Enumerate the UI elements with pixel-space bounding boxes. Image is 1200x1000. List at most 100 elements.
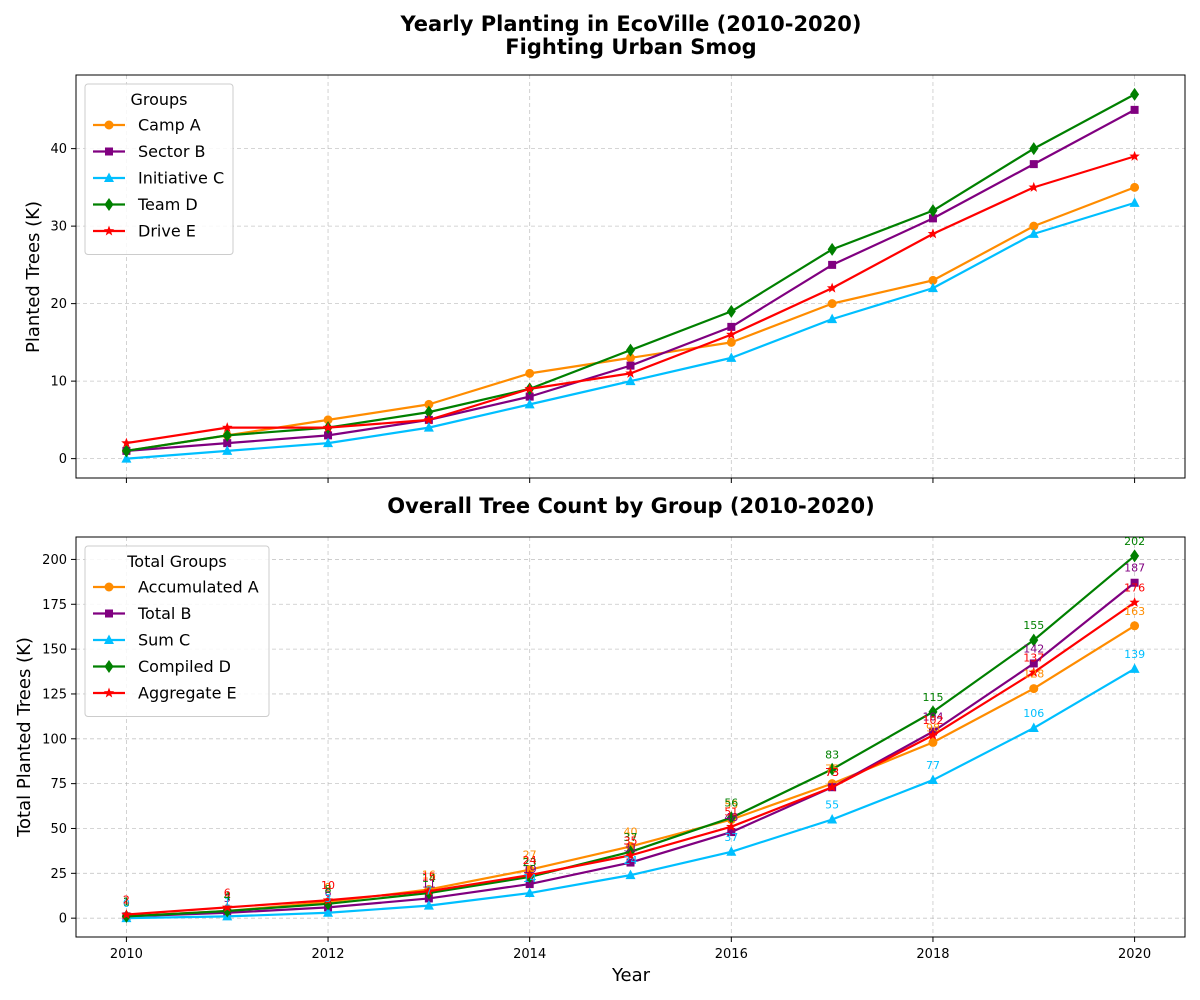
data-point	[322, 894, 334, 905]
data-point	[726, 821, 737, 832]
legend-label: Total B	[137, 604, 191, 623]
data-point	[121, 437, 132, 448]
x-axis-label: Year	[611, 965, 651, 986]
x-tick-label: 2010	[110, 947, 143, 962]
data-label: 187	[1124, 562, 1145, 575]
data-point	[323, 437, 334, 448]
data-point	[826, 781, 838, 792]
series-line	[126, 93, 1136, 452]
legend-marker	[104, 660, 114, 673]
data-point	[928, 275, 938, 285]
data-point	[726, 304, 736, 318]
series-line	[126, 201, 1135, 460]
legend-label: Accumulated A	[138, 578, 259, 597]
legend-box	[84, 545, 270, 717]
data-point	[927, 729, 939, 740]
y-tick-label: 50	[50, 822, 67, 837]
data-label: 83	[825, 748, 839, 761]
series-drive-e	[121, 150, 1140, 448]
series-total-b	[122, 578, 1139, 921]
data-point	[828, 260, 837, 269]
series-camp-a	[121, 182, 1140, 456]
data-point	[927, 228, 939, 239]
legend-marker	[104, 120, 114, 130]
data-label: 2	[123, 894, 130, 907]
legend-marker	[103, 225, 115, 236]
data-point	[1029, 659, 1038, 668]
yearly-planting-chart: Yearly Planting in EcoVille (2010-2020) …	[23, 12, 1186, 483]
x-tick-label: 2016	[715, 947, 748, 962]
data-label: 7	[425, 885, 432, 898]
data-point	[928, 204, 938, 218]
data-point	[1130, 182, 1140, 192]
data-point	[524, 398, 535, 409]
data-label: 6	[325, 886, 332, 899]
y-tick-label: 40	[50, 142, 67, 157]
data-point	[1129, 663, 1140, 673]
x-tick-label: 2018	[916, 947, 949, 962]
data-label: 73	[825, 766, 839, 779]
legend-label: Team D	[137, 195, 198, 214]
data-point	[424, 399, 434, 409]
y-tick-label: 20	[50, 297, 67, 312]
data-point	[626, 858, 635, 867]
data-point	[1129, 150, 1140, 161]
data-point	[826, 282, 838, 293]
data-label: 1	[123, 895, 130, 908]
series-team-d	[121, 87, 1140, 458]
data-point	[423, 900, 434, 910]
legend-label: Sector B	[138, 142, 206, 161]
y-tick-label: 10	[50, 375, 67, 390]
legend-entry: Compiled D	[93, 657, 231, 676]
data-point	[1028, 181, 1039, 192]
data-label: 128	[1023, 668, 1044, 681]
data-point	[524, 887, 535, 898]
data-label: 51	[724, 806, 738, 819]
y-tick-label: 100	[42, 732, 67, 747]
data-point	[525, 880, 534, 889]
data-point	[726, 811, 736, 825]
data-point	[423, 422, 434, 432]
data-point	[1029, 221, 1039, 231]
data-point	[727, 828, 736, 837]
data-label: 142	[1023, 642, 1044, 655]
legend-label: Camp A	[138, 116, 201, 135]
grid	[76, 75, 1185, 478]
x-tick-label: 2012	[311, 947, 344, 962]
data-label: 102	[922, 714, 943, 727]
data-label: 6	[224, 886, 231, 899]
series-initiative-c	[121, 197, 1140, 463]
data-point	[424, 405, 434, 419]
data-label: 73	[825, 766, 839, 779]
data-label: 14	[422, 872, 436, 885]
data-point	[1130, 621, 1140, 631]
data-point	[1129, 197, 1140, 207]
data-point	[323, 415, 333, 425]
data-point	[827, 299, 837, 309]
series-line	[126, 108, 1136, 452]
data-label: 14	[523, 872, 537, 885]
data-point	[423, 885, 435, 896]
data-point	[928, 737, 938, 747]
data-label: 106	[1023, 707, 1044, 720]
data-point	[726, 337, 736, 347]
data-point	[827, 313, 838, 324]
legend-marker	[105, 609, 113, 618]
data-label: 1	[123, 895, 130, 908]
series-sector-b	[122, 105, 1139, 455]
data-label: 3	[325, 892, 332, 905]
data-label: 4	[224, 890, 231, 903]
chart-subtitle: Fighting Urban Smog	[505, 35, 756, 59]
legend-label: Initiative C	[138, 169, 224, 188]
data-label: 1	[123, 895, 130, 908]
y-axis-label: Planted Trees (K)	[23, 201, 44, 353]
legend-box	[84, 83, 234, 255]
data-point	[726, 329, 737, 340]
data-point	[726, 352, 737, 362]
legend-label: Drive E	[138, 222, 196, 241]
legend-label: Aggregate E	[138, 684, 237, 703]
data-point	[1029, 684, 1039, 694]
data-label: 155	[1023, 619, 1044, 632]
data-point	[1028, 228, 1039, 238]
data-point	[626, 353, 635, 363]
